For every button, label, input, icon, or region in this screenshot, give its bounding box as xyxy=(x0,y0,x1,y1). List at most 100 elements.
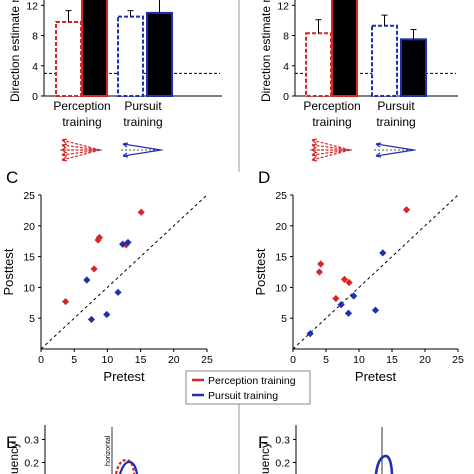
pretest-bar xyxy=(55,20,82,97)
perception-polar-curve xyxy=(114,458,136,474)
direction-arrow-icon xyxy=(375,149,415,157)
posttest-bar xyxy=(400,38,427,97)
y-tick-label: 8 xyxy=(283,31,289,43)
direction-arrow-icon xyxy=(122,143,162,151)
x-axis-label: Pretest xyxy=(103,369,145,384)
category-label: Pursuit xyxy=(377,99,415,113)
identity-line xyxy=(292,194,459,350)
y-tick-label: 4 xyxy=(283,61,289,73)
data-point xyxy=(114,288,122,296)
arrow-head-icon xyxy=(375,152,382,158)
panel-b-bar-chart: 0 4 8 12 Direction estimate r Perception train… xyxy=(259,0,458,162)
direction-arrow-icon xyxy=(311,149,351,161)
direction-arrow-icon xyxy=(311,149,351,156)
y-tick-label: 10 xyxy=(23,282,35,294)
y-tick-label: 12 xyxy=(277,0,289,12)
y-tick-label: 0.2 xyxy=(24,458,39,470)
data-point xyxy=(90,265,98,273)
posttest-bar xyxy=(81,0,108,97)
arrow-head-icon xyxy=(122,152,129,158)
panel-label-f: F xyxy=(258,433,268,452)
pursuit-polar-curve xyxy=(374,454,394,474)
pretest-bar xyxy=(371,24,398,98)
y-tick-label: 10 xyxy=(275,282,287,294)
y-tick-label: 15 xyxy=(23,252,35,264)
posttest-bar xyxy=(331,0,358,97)
pretest-bar xyxy=(305,32,332,97)
x-tick-label: 25 xyxy=(201,354,213,366)
category-label: Perception xyxy=(53,99,110,113)
data-point xyxy=(344,309,353,317)
x-tick-label: 25 xyxy=(452,354,464,366)
legend: Perception training Pursuit training xyxy=(185,370,311,405)
direction-arrow-icon xyxy=(122,149,162,157)
category-label: training xyxy=(312,115,351,129)
y-tick-label: 0.3 xyxy=(24,435,39,447)
arrow-head-icon xyxy=(61,151,68,157)
data-point xyxy=(95,233,104,242)
x-tick-label: 10 xyxy=(102,354,114,366)
pretest-bar xyxy=(117,15,144,98)
category-label: Perception xyxy=(303,99,360,113)
direction-arrow-icon xyxy=(61,139,101,151)
legend-perception-label: Perception training xyxy=(208,375,296,387)
data-point xyxy=(345,278,353,287)
direction-arrow-icon xyxy=(61,149,101,156)
data-point xyxy=(87,315,96,324)
panel-c-scatter: 0 5 10 15 20 25 5 10 15 20 25 Pretest Posttest xyxy=(1,190,213,384)
x-tick-label: 0 xyxy=(290,354,296,366)
x-tick-label: 20 xyxy=(168,354,180,366)
x-tick-label: 0 xyxy=(38,354,44,366)
panel-label-d: D xyxy=(258,168,270,187)
arrow-head-icon xyxy=(61,138,68,144)
data-point xyxy=(315,268,323,276)
direction-arrow-icon xyxy=(61,144,101,151)
data-point xyxy=(340,275,349,283)
y-axis-label: uency xyxy=(258,442,272,474)
data-point xyxy=(332,294,340,303)
y-tick-label: 0 xyxy=(32,91,38,103)
data-point xyxy=(124,238,132,247)
arrow-head-icon xyxy=(311,151,318,157)
y-tick-label: 4 xyxy=(32,61,38,73)
arrow-head-icon xyxy=(61,156,68,162)
panel-label-c: C xyxy=(6,168,18,187)
arrow-head-icon xyxy=(375,142,382,148)
panel-label-e: E xyxy=(6,433,17,452)
category-label: Pursuit xyxy=(124,99,162,113)
data-point xyxy=(317,260,325,268)
y-tick-label: 5 xyxy=(29,313,35,325)
data-point xyxy=(379,249,387,257)
y-axis-label: Direction estimate r xyxy=(259,0,273,102)
direction-arrow-icon xyxy=(311,144,351,151)
data-point xyxy=(371,306,380,314)
y-axis-label: Posttest xyxy=(253,248,268,295)
data-point xyxy=(103,310,111,319)
data-point xyxy=(137,208,145,216)
x-tick-label: 5 xyxy=(71,354,77,366)
data-point xyxy=(61,297,70,306)
arrow-head-icon xyxy=(122,142,129,148)
y-tick-label: 5 xyxy=(281,313,287,325)
y-tick-label: 0.3 xyxy=(275,435,290,447)
arrow-head-icon xyxy=(311,156,318,162)
arrow-head-icon xyxy=(311,138,318,144)
category-label: training xyxy=(62,115,101,129)
x-tick-label: 15 xyxy=(386,354,398,366)
panel-d-scatter: 0 5 10 15 20 25 5 10 15 20 25 Pretest Posttest xyxy=(253,190,464,384)
data-point xyxy=(350,292,358,300)
y-axis-label: Posttest xyxy=(1,248,16,295)
y-tick-label: 8 xyxy=(32,31,38,43)
y-tick-label: 15 xyxy=(275,252,287,264)
axis-annotation: horizontal xyxy=(105,435,112,466)
x-tick-label: 10 xyxy=(353,354,365,366)
y-tick-label: 25 xyxy=(23,190,35,202)
direction-arrow-icon xyxy=(311,139,351,151)
legend-pursuit-label: Pursuit training xyxy=(208,390,278,402)
direction-arrow-icon xyxy=(375,143,415,151)
y-tick-label: 0.2 xyxy=(275,458,290,470)
legend-box xyxy=(185,370,311,405)
